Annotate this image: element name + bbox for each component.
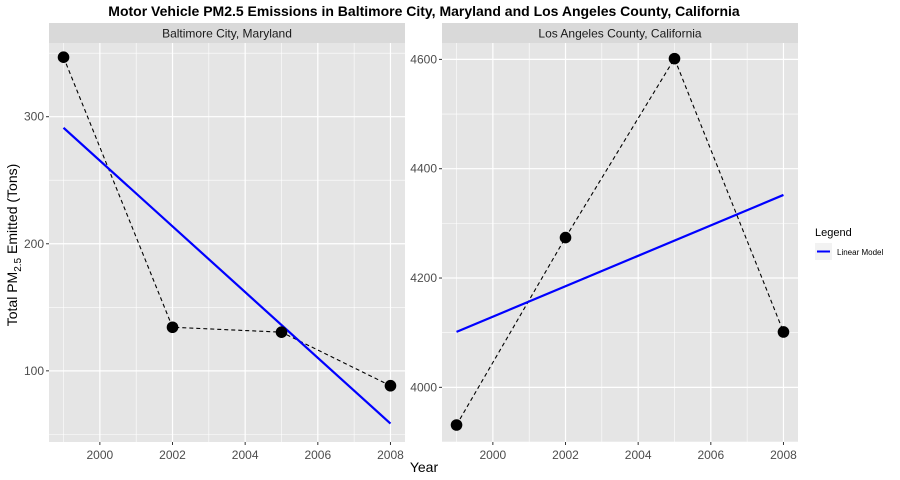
x-tick-label: 2000	[87, 448, 114, 462]
facet-panel-1: Baltimore City, Maryland 2000 2002 2004 2006…	[24, 23, 405, 462]
x-tick-label: 2000	[480, 448, 507, 462]
data-point	[777, 326, 790, 338]
facet-strip-label: Los Angeles County, California	[538, 27, 702, 41]
y-axis-label-subscript: 2.5	[13, 257, 24, 271]
linear-model-line	[62, 126, 392, 425]
y-tick-label: 300	[24, 110, 44, 124]
x-tick-label: 2004	[232, 448, 259, 462]
data-point	[166, 321, 179, 334]
facet-panels: Baltimore City, Maryland 2000 2002 2004 2006…	[24, 23, 798, 462]
legend-title: Legend	[815, 227, 852, 239]
facet-strip	[49, 23, 405, 43]
series-line	[63, 57, 391, 387]
legend: Legend Linear Model	[815, 227, 883, 260]
data-point	[450, 419, 463, 431]
x-tick-label: 2002	[159, 448, 186, 462]
y-axis-label: Total PM2.5 Emitted (Tons)	[4, 164, 24, 327]
x-axis-label: Year	[410, 459, 439, 475]
data-point	[559, 231, 572, 244]
panel-background	[49, 43, 405, 442]
linear-model-line	[456, 193, 784, 333]
x-tick-label: 2008	[377, 448, 404, 462]
x-tick-label: 2008	[770, 448, 797, 462]
y-tick-label: 4600	[410, 52, 437, 66]
y-axis-label-main: Total PM	[4, 272, 20, 326]
x-tick-label: 2006	[697, 448, 724, 462]
data-point	[57, 51, 70, 64]
y-axis-label-rest: Emitted (Tons)	[4, 164, 20, 258]
chart-title: Motor Vehicle PM2.5 Emissions in Baltimo…	[108, 3, 740, 19]
panel-background	[442, 43, 798, 442]
y-tick-label: 200	[24, 237, 44, 251]
y-tick-label: 4400	[410, 162, 437, 176]
data-point	[384, 379, 397, 392]
y-tick-label: 100	[24, 364, 44, 378]
y-tick-label: 4000	[410, 380, 437, 394]
y-tick-label: 4200	[410, 271, 437, 285]
facet-panel-2: Los Angeles County, California 2000 2002 20…	[410, 23, 798, 462]
facet-strip-label: Baltimore City, Maryland	[162, 27, 292, 41]
data-point	[275, 326, 288, 338]
data-point	[668, 52, 681, 65]
x-tick-label: 2004	[625, 448, 652, 462]
legend-entry-label: Linear Model	[837, 248, 883, 257]
x-tick-label: 2006	[304, 448, 331, 462]
series-line	[456, 57, 784, 426]
x-tick-label: 2002	[552, 448, 579, 462]
facet-strip	[442, 23, 798, 43]
